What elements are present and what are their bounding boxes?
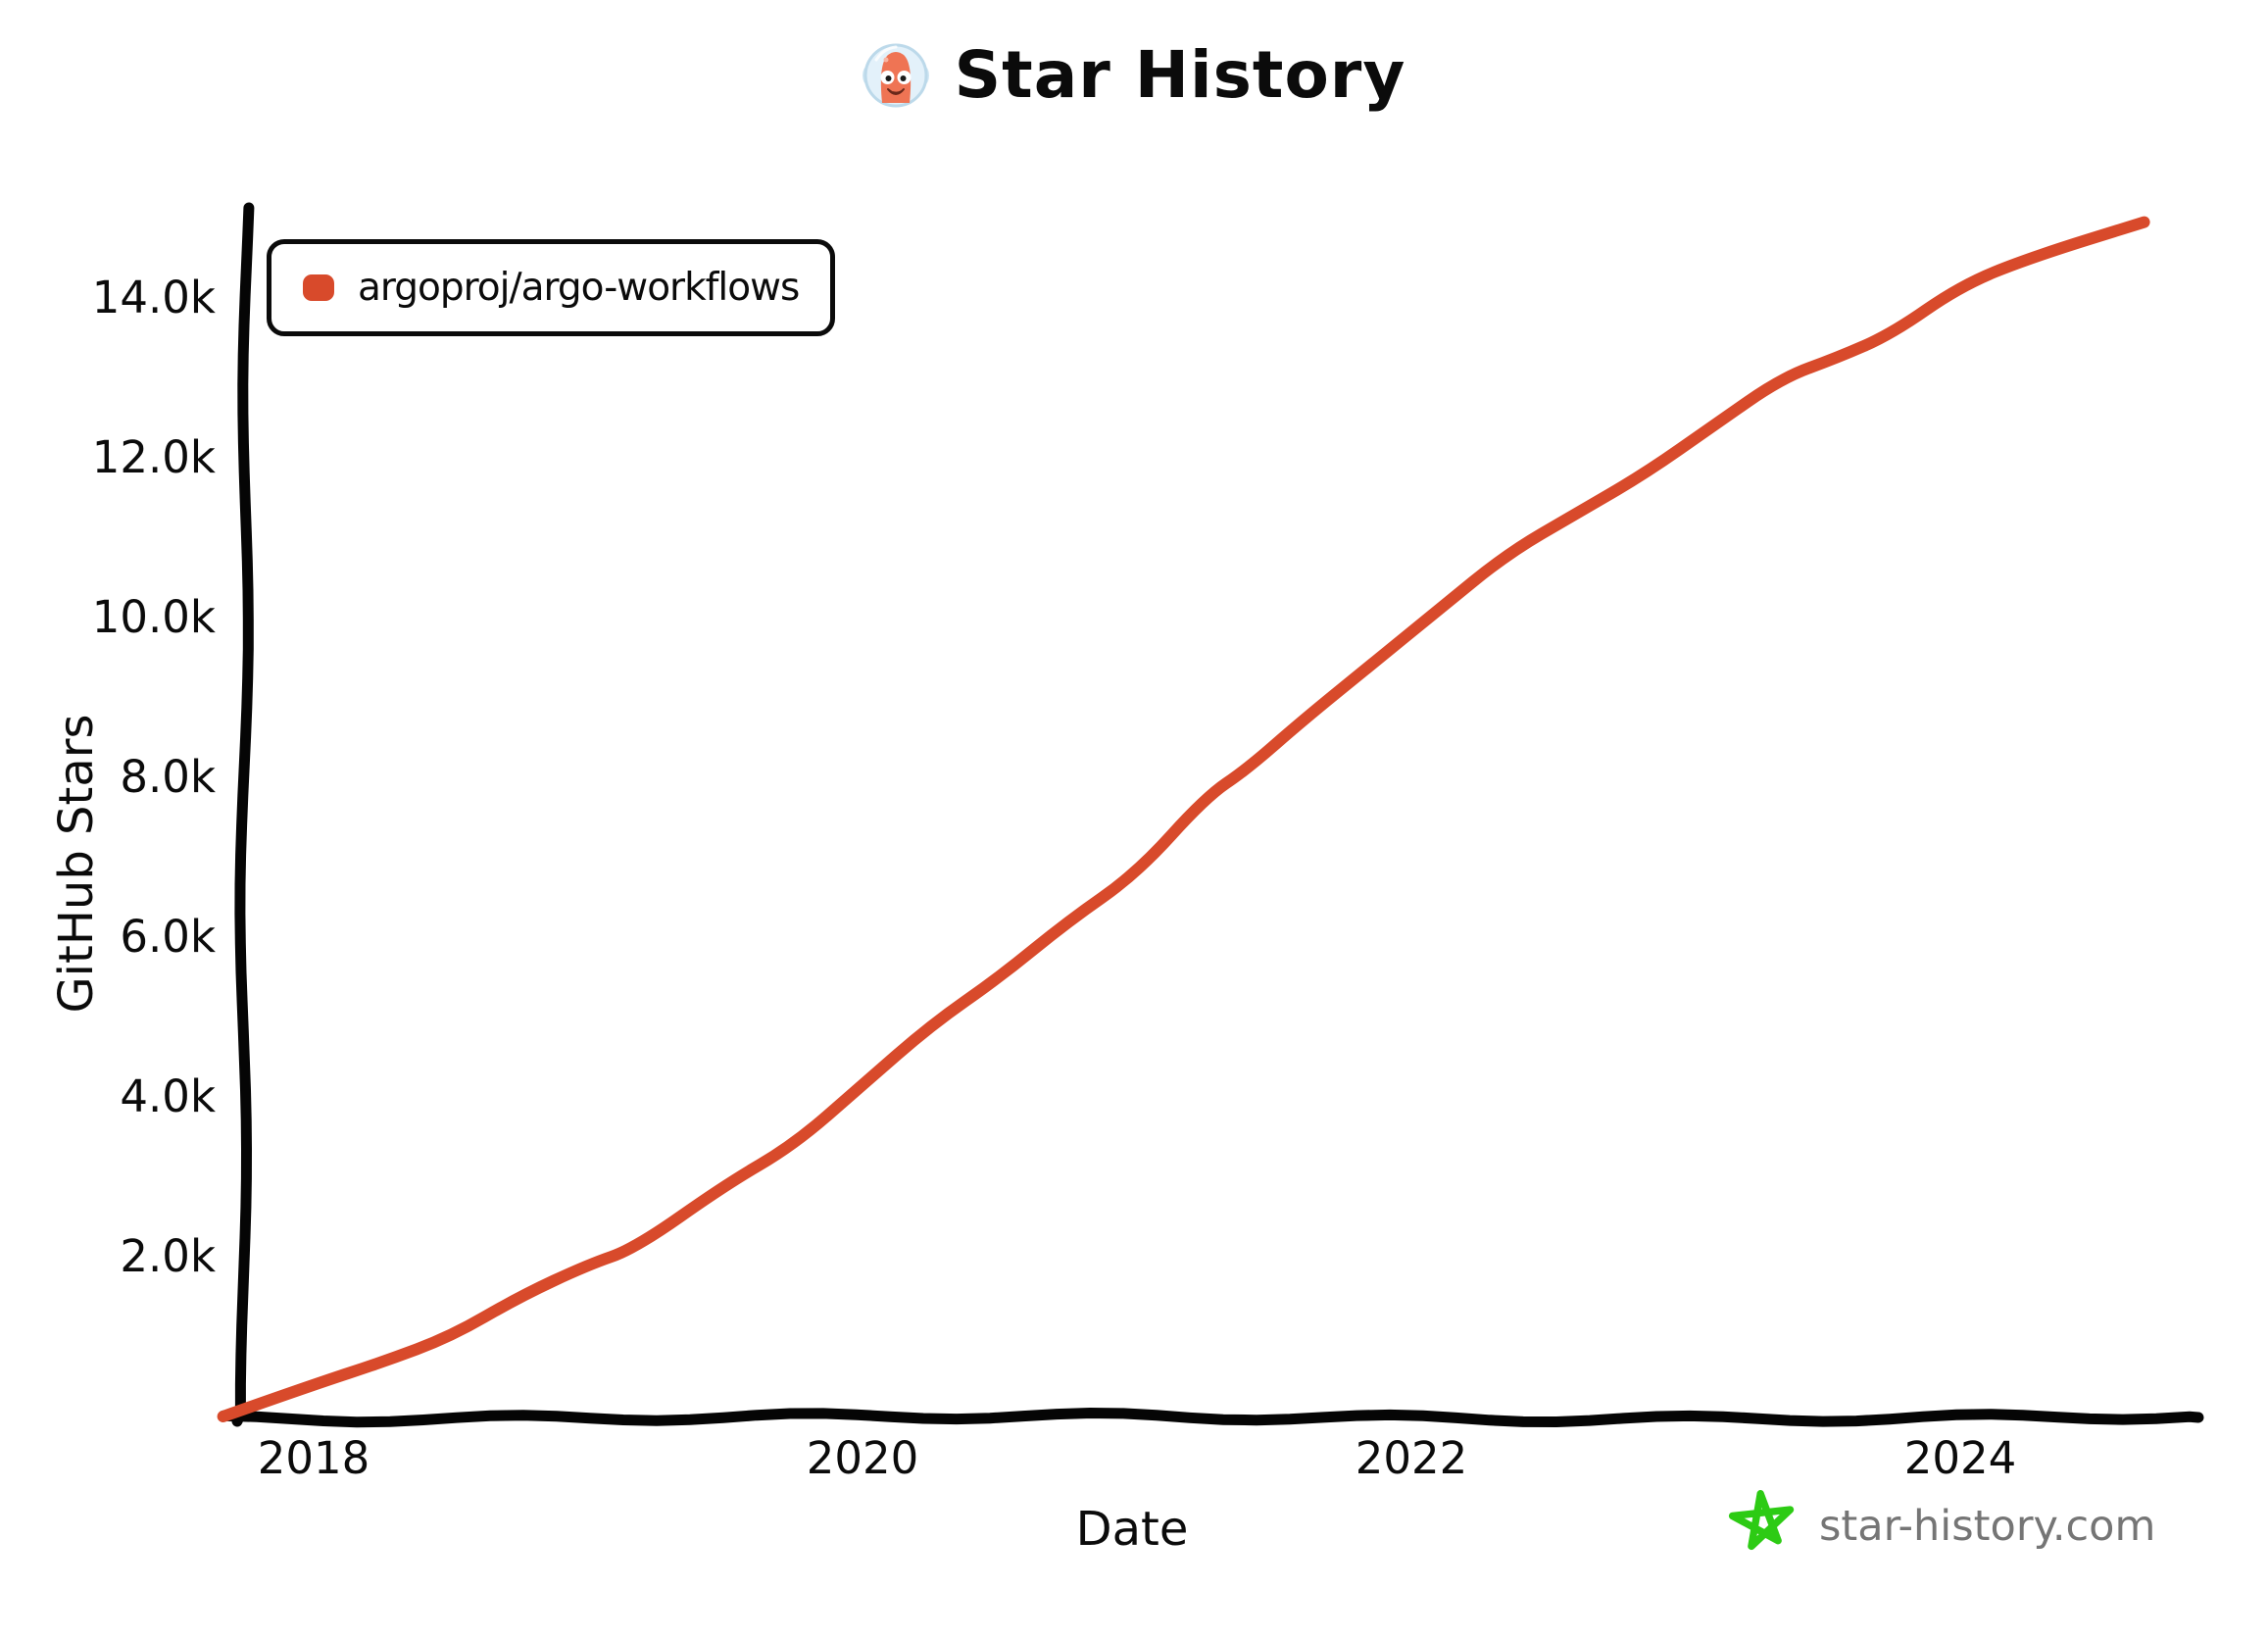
footer-site-link[interactable]: star-history.com: [1819, 1502, 2156, 1551]
header: Star History: [0, 37, 2268, 113]
legend-series-label: argoproj/argo-workflows: [358, 266, 800, 310]
y-axis: [231, 202, 255, 1427]
x-tick-label: 2024: [1903, 1432, 2017, 1484]
series-line: [217, 216, 2150, 1422]
y-axis-title: GitHub Stars: [49, 714, 104, 1014]
y-tick-label: 4.0k: [120, 1070, 216, 1122]
x-axis: [218, 1407, 2204, 1428]
x-tick-label: 2018: [257, 1432, 370, 1484]
y-tick-label: 2.0k: [120, 1230, 216, 1282]
page-title: Star History: [954, 37, 1406, 113]
mascot-logo-icon: [862, 43, 929, 107]
footer-branding[interactable]: star-history.com: [1727, 1488, 2155, 1564]
legend-series-marker: [303, 274, 334, 301]
y-tick-label: 8.0k: [120, 751, 216, 803]
x-tick-label: 2022: [1355, 1432, 1468, 1484]
y-tick-label: 6.0k: [120, 911, 216, 963]
x-tick-label: 2020: [806, 1432, 919, 1484]
x-axis-title: Date: [1075, 1502, 1189, 1557]
y-tick-label: 10.0k: [91, 591, 216, 643]
legend: argoproj/argo-workflows: [267, 239, 836, 336]
y-tick-label: 14.0k: [91, 272, 216, 323]
y-tick-label: 12.0k: [91, 431, 216, 483]
star-icon: [1728, 1490, 1795, 1551]
